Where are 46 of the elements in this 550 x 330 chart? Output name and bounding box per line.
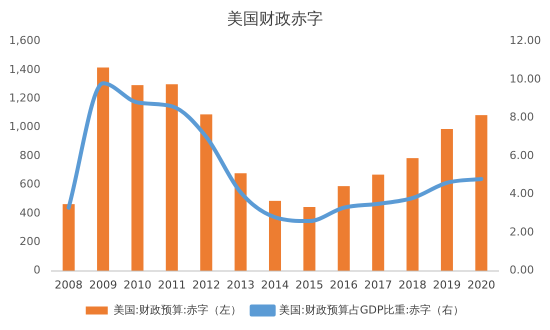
x-tick-label: 2010 xyxy=(123,278,152,292)
x-tick-label: 2011 xyxy=(158,278,186,292)
x-tick-label: 2018 xyxy=(398,278,427,292)
y2-tick-label: 6.00 xyxy=(510,148,534,162)
y2-tick-label: 2.00 xyxy=(510,225,534,238)
y2-tick-label: 10.00 xyxy=(510,72,542,86)
y-tick-label: 800 xyxy=(19,148,40,162)
y-tick-label: 600 xyxy=(19,178,40,191)
y-tick-label: 1,600 xyxy=(8,34,40,48)
bar xyxy=(268,200,282,271)
bar xyxy=(440,129,453,271)
bar xyxy=(97,67,110,271)
chart-title: 美国财政赤字 xyxy=(227,8,323,28)
legend-label: 美国:财政预算:赤字（左） xyxy=(113,303,242,316)
x-tick-label: 2012 xyxy=(192,278,220,292)
x-tick-label: 2013 xyxy=(226,278,255,292)
y-tick-label: 1,200 xyxy=(8,91,40,104)
x-tick-label: 2016 xyxy=(330,278,358,292)
y-tick-label: 1,000 xyxy=(8,120,40,134)
y-tick-label: 1,400 xyxy=(8,62,40,76)
y-tick-label: 400 xyxy=(19,206,40,220)
y2-tick-label: 8.00 xyxy=(510,110,534,124)
bar xyxy=(131,85,144,271)
x-tick-label: 2019 xyxy=(432,278,461,292)
y2-tick-label: 12.00 xyxy=(510,34,542,48)
bar xyxy=(166,84,178,271)
y-tick-label: 0 xyxy=(33,264,40,277)
x-tick-label: 2008 xyxy=(54,278,83,292)
bar xyxy=(62,204,75,271)
x-tick-label: 2017 xyxy=(364,278,392,292)
bar xyxy=(475,115,488,271)
line-series xyxy=(66,81,484,224)
y2-tick-label: 0.00 xyxy=(510,264,534,277)
bar xyxy=(303,206,316,271)
y2-tick-label: 4.00 xyxy=(510,187,534,200)
y-tick-label: 200 xyxy=(19,234,40,248)
x-tick-label: 2014 xyxy=(261,278,289,292)
bar xyxy=(406,158,419,271)
legend-label: 美国:财政预算占GDP比重:赤字（右） xyxy=(279,303,464,316)
x-tick-label: 2015 xyxy=(295,278,324,292)
x-tick-label: 2009 xyxy=(89,278,118,292)
bar xyxy=(372,174,384,271)
bar xyxy=(338,186,350,271)
bar xyxy=(200,114,212,271)
bar xyxy=(234,173,247,271)
x-tick-label: 2020 xyxy=(467,278,496,292)
